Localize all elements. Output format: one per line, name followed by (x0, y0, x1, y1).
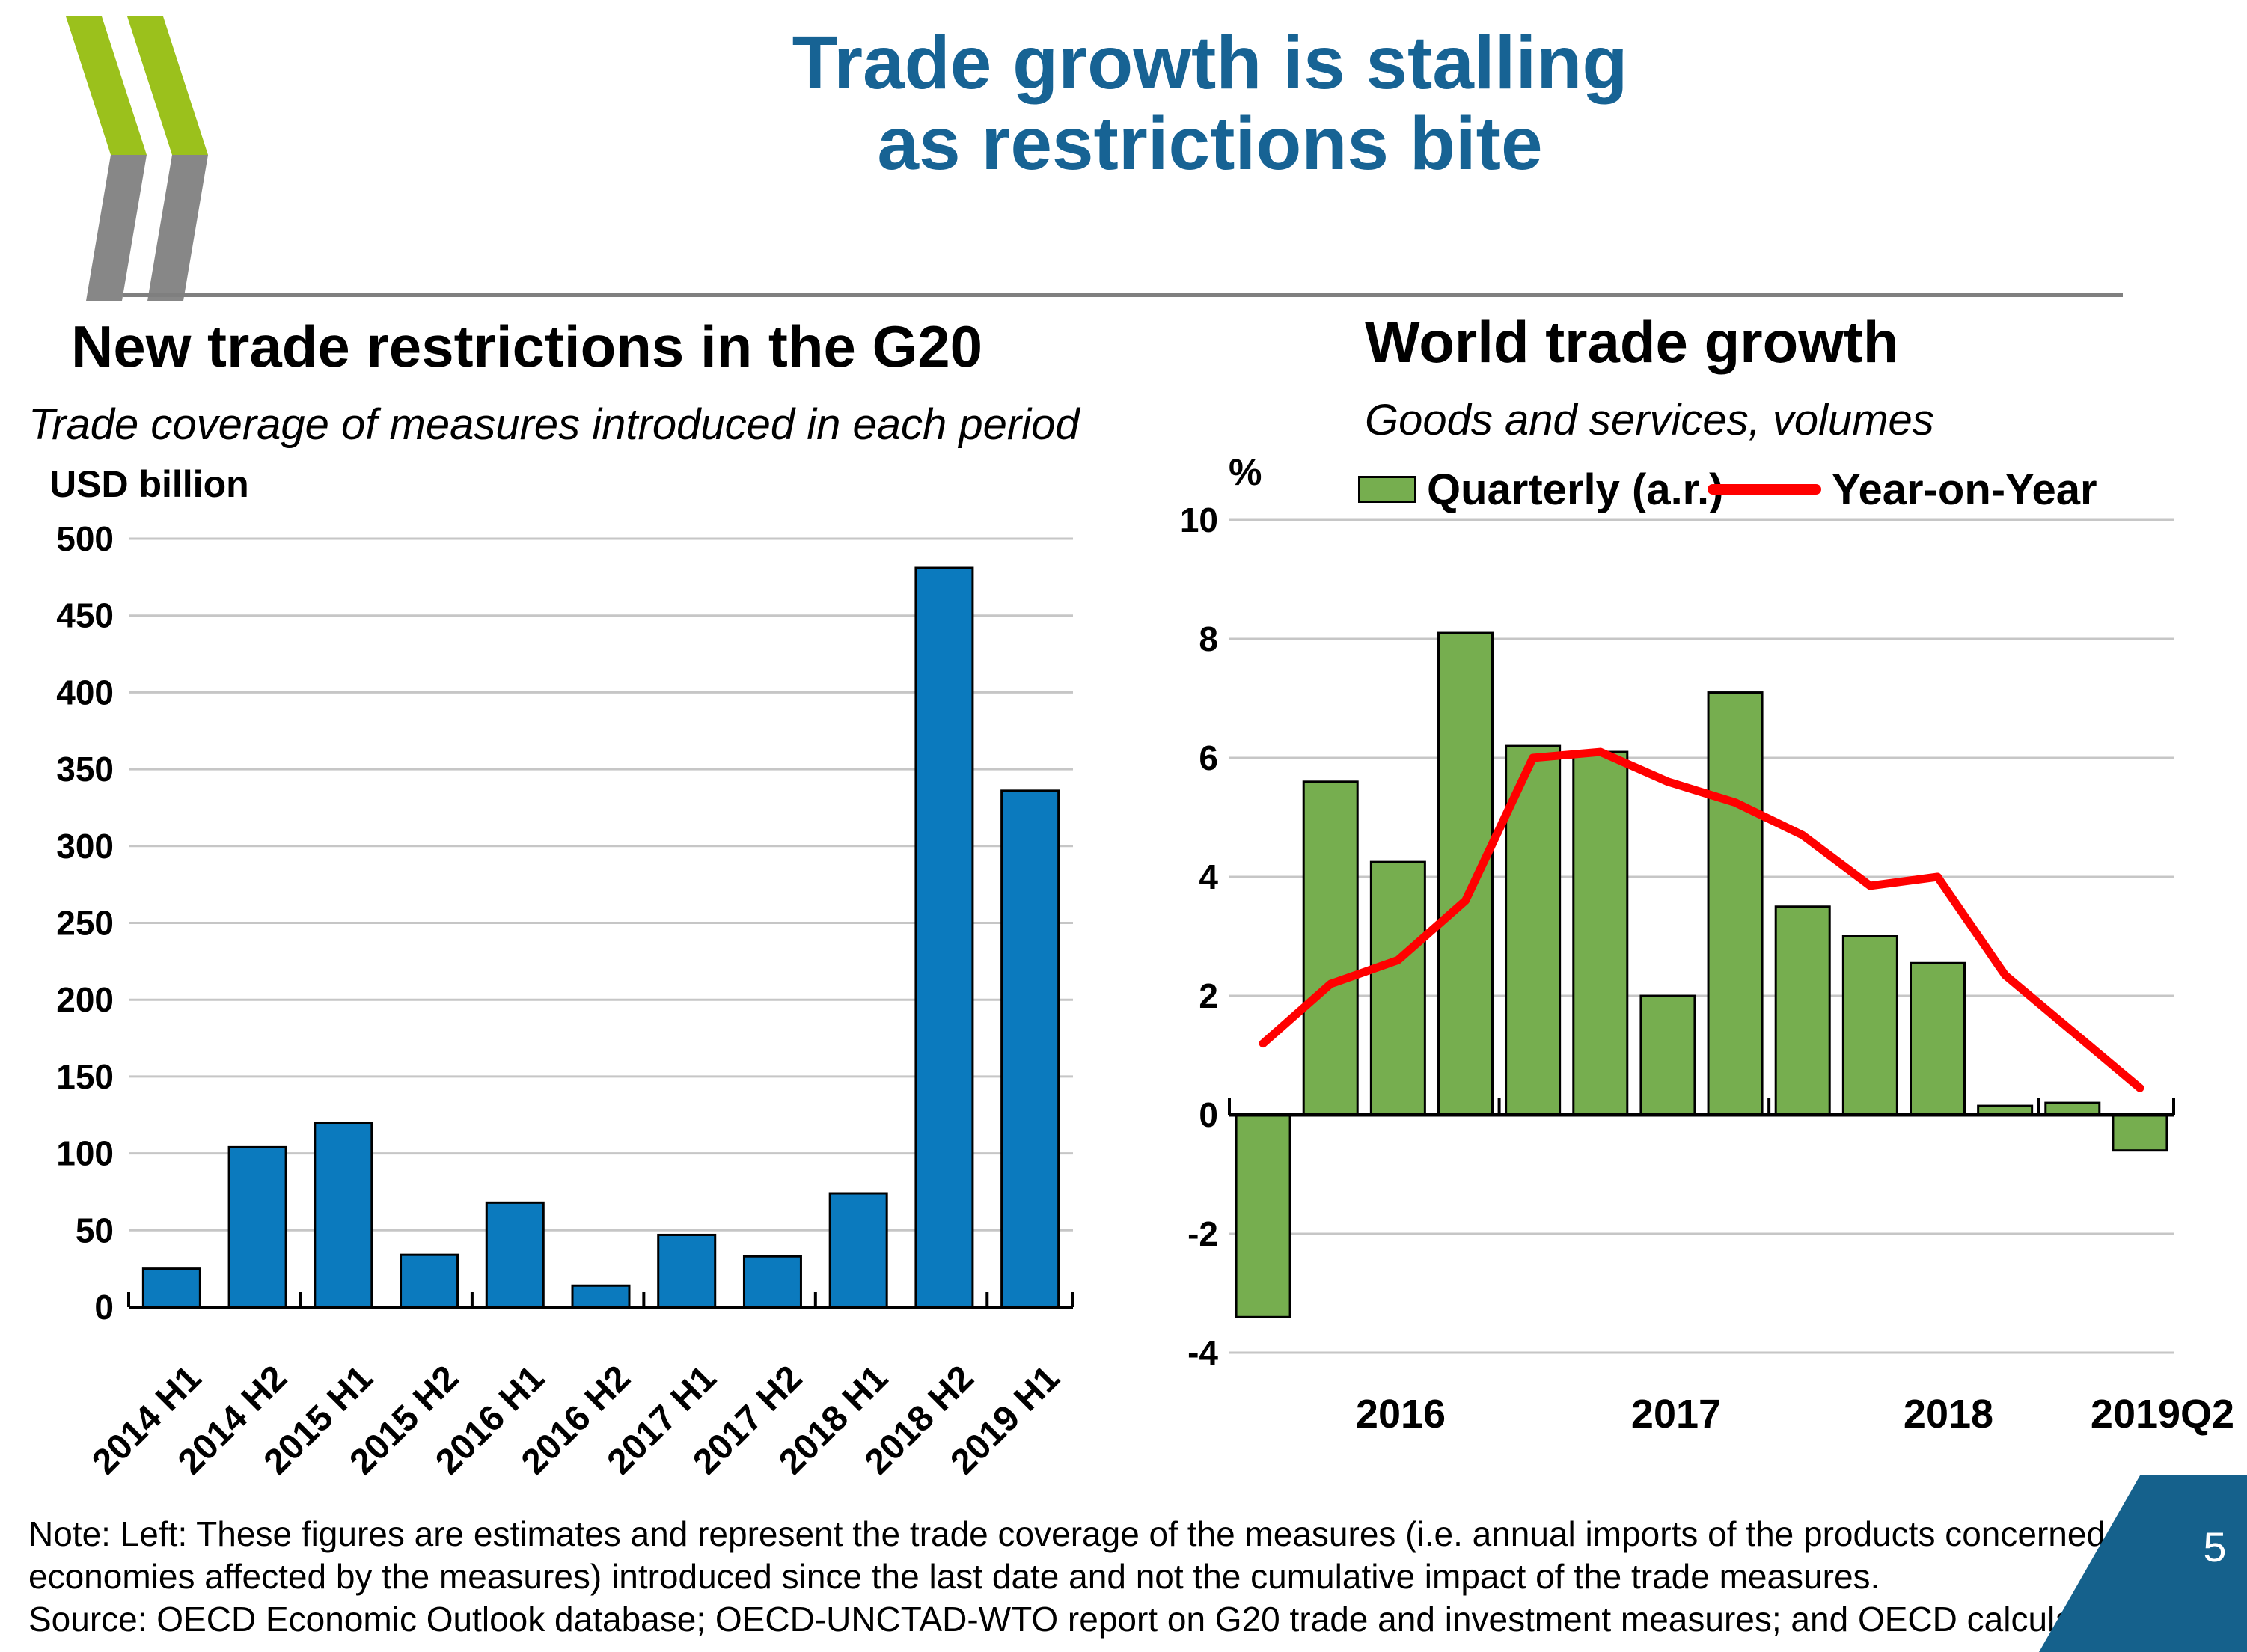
legend-label-quarterly: Quarterly (a.r.) (1427, 465, 1724, 514)
left-chart-ytick-label: 200 (56, 980, 114, 1019)
right-chart-bar (1302, 780, 1359, 1116)
page-number: 5 (2203, 1523, 2227, 1570)
logo-chevron-green-1 (66, 16, 147, 155)
legend-item-yoy: Year-on-Year (1708, 465, 2097, 514)
right-chart-bar (2112, 1113, 2168, 1152)
legend-label-yoy: Year-on-Year (1832, 465, 2097, 514)
left-chart-ytick-label: 500 (56, 519, 114, 558)
left-chart-bar-2017-H2 (742, 1255, 802, 1309)
right-chart-subtitle: Goods and services, volumes (1365, 396, 1934, 444)
left-chart-title: New trade restrictions in the G20 (71, 313, 983, 379)
slide-title-line2: as restrictions bite (877, 102, 1543, 186)
right-chart-ytick-label: 8 (1199, 620, 1218, 658)
right-chart-year-label: 2019Q2 (2091, 1392, 2234, 1437)
left-chart-ytick-label: 450 (56, 596, 114, 635)
left-chart-bar-2016-H2 (571, 1284, 631, 1309)
right-chart-ytick-label: 2 (1199, 976, 1218, 1015)
logo-chevron-gray-2 (147, 155, 208, 301)
right-chart-bar (1437, 631, 1494, 1116)
right-chart-title: World trade growth (1365, 309, 1899, 375)
right-chart-year-label: 2018 (1904, 1392, 1993, 1437)
left-chart-bar-2019-H1 (1000, 789, 1060, 1309)
left-chart-ytick-label: 50 (76, 1211, 114, 1249)
slide-title-line1: Trade growth is stalling (792, 21, 1628, 105)
right-chart-bar (1369, 860, 1426, 1116)
right-chart-year-label: 2016 (1356, 1392, 1446, 1437)
left-chart-bar-2015-H1 (314, 1122, 373, 1309)
left-chart-ytick-label: 150 (56, 1057, 114, 1096)
oecd-logo (66, 16, 208, 301)
right-chart-bar (1774, 905, 1831, 1116)
right-chart-ytick-label: -2 (1187, 1214, 1218, 1253)
right-chart-ytick-label: -4 (1187, 1333, 1218, 1372)
left-chart-bar-2017-H1 (657, 1233, 717, 1309)
right-chart-bar (1572, 750, 1629, 1116)
left-chart-bar-2014-H2 (227, 1145, 287, 1309)
left-chart-bar-2015-H2 (400, 1253, 459, 1309)
left-chart-bar-2018-H2 (914, 566, 974, 1309)
right-chart-ytick-label: 0 (1199, 1095, 1218, 1134)
right-chart-bar (1910, 961, 1966, 1116)
right-chart-y-axis-unit: % (1229, 451, 1262, 493)
right-chart-ytick-label: 6 (1199, 738, 1218, 777)
left-chart-ytick-label: 350 (56, 750, 114, 789)
right-chart-bar (1841, 935, 1898, 1116)
right-chart-ytick-label: 4 (1199, 857, 1218, 896)
right-chart-year-label: 2017 (1631, 1392, 1721, 1437)
footnote-line3: Source: OECD Economic Outlook database; … (28, 1600, 2156, 1639)
right-chart-bar (1639, 994, 1696, 1116)
quarterly-bar-swatch-icon (1358, 476, 1416, 503)
left-chart-ytick-label: 0 (94, 1288, 114, 1327)
footnote-line2: economies affected by the measures) intr… (28, 1557, 1880, 1596)
legend-item-quarterly: Quarterly (a.r.) (1358, 465, 1723, 514)
header-divider (123, 293, 2123, 297)
right-chart-bar (1235, 1113, 1291, 1318)
right-chart-bar (1707, 691, 1764, 1116)
yoy-line-swatch-icon (1708, 484, 1821, 495)
left-chart-ytick-label: 300 (56, 827, 114, 866)
left-chart-bar-2018-H1 (828, 1192, 888, 1309)
logo-chevron-green-2 (127, 16, 208, 155)
left-chart-ytick-label: 250 (56, 904, 114, 943)
footnote-line1: Note: Left: These figures are estimates … (28, 1514, 2142, 1553)
logo-chevron-gray-1 (86, 155, 147, 301)
left-chart-subtitle: Trade coverage of measures introduced in… (28, 400, 1080, 449)
left-chart-ytick-label: 100 (56, 1134, 114, 1173)
slide-title: Trade growth is stalling as restrictions… (247, 22, 2173, 184)
left-chart-y-axis-unit: USD billion (49, 463, 249, 505)
right-chart-bar (1505, 744, 1562, 1116)
left-chart-ytick-label: 400 (56, 673, 114, 712)
right-chart-yoy-line (1259, 747, 2144, 1092)
right-chart-ytick-label: 10 (1180, 501, 1218, 539)
footnote: Note: Left: These figures are estimates … (28, 1513, 2156, 1641)
left-chart-bar-2016-H1 (485, 1201, 545, 1309)
left-chart-bar-2014-H1 (141, 1267, 201, 1309)
